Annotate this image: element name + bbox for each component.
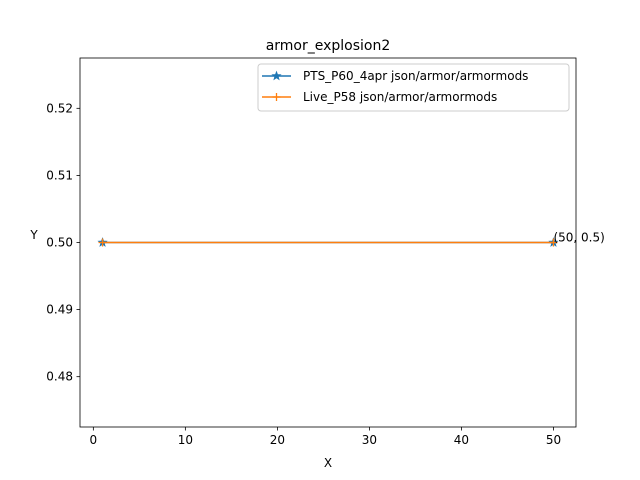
data-annotation: (50, 0.5) bbox=[553, 231, 604, 245]
y-axis-label: Y bbox=[29, 228, 38, 242]
series-2-marker bbox=[549, 238, 558, 247]
x-tick-label: 0 bbox=[90, 433, 98, 447]
y-tick-label: 0.51 bbox=[46, 168, 73, 182]
y-tick-label: 0.50 bbox=[46, 236, 73, 250]
legend-swatch-marker bbox=[271, 70, 282, 81]
y-tick-label: 0.52 bbox=[46, 101, 73, 115]
x-tick-label: 30 bbox=[362, 433, 377, 447]
x-tick-label: 40 bbox=[454, 433, 469, 447]
y-tick-label: 0.49 bbox=[46, 303, 73, 317]
legend-box bbox=[257, 63, 570, 112]
series-2-marker bbox=[98, 238, 107, 247]
plot-area: (50, 0.5) 0 10 20 30 40 50 0.48 0.49 0.50 0.51 0.52 bbox=[46, 57, 605, 447]
legend-swatch-marker bbox=[272, 93, 281, 101]
legend-label: Live_P58 json/armor/armormods bbox=[303, 90, 497, 104]
chart-title: armor_explosion2 bbox=[266, 38, 391, 54]
x-tick-label: 20 bbox=[270, 433, 285, 447]
x-axis-label: X bbox=[324, 456, 332, 470]
legend-item: PTS_P60_4apr json/armor/armormods bbox=[262, 69, 528, 83]
legend-item: Live_P58 json/armor/armormods bbox=[262, 90, 497, 104]
series-2 bbox=[98, 238, 558, 247]
legend: PTS_P60_4apr json/armor/armormods Live_P5… bbox=[257, 63, 570, 112]
legend-label: PTS_P60_4apr json/armor/armormods bbox=[303, 69, 528, 83]
x-tick-label: 50 bbox=[546, 433, 561, 447]
x-tick-label: 10 bbox=[178, 433, 193, 447]
y-tick-label: 0.48 bbox=[46, 370, 73, 384]
